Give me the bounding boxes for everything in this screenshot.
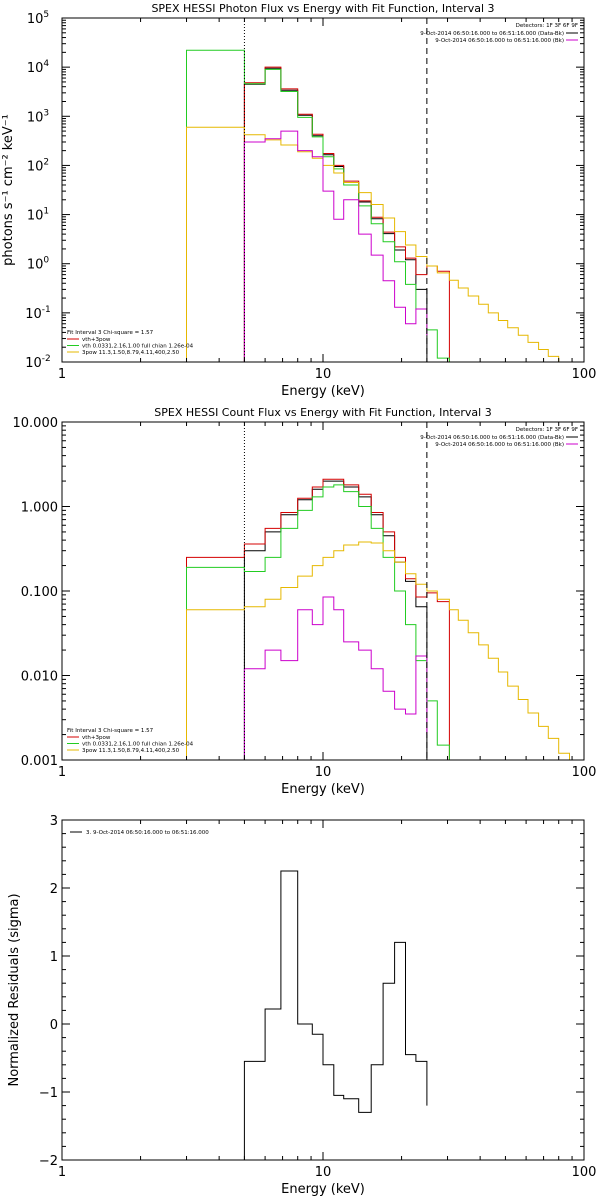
- detector-header: Detectors: 1F 3F 6F 9F: [516, 23, 578, 29]
- y-tick-exponent: 5: [43, 10, 49, 20]
- y-tick-label: 10-1: [25, 305, 51, 322]
- y-tick-label: 0: [50, 1018, 58, 1033]
- x-tick-label: 100: [572, 1165, 597, 1180]
- series-3-histogram: [186, 484, 450, 760]
- y-tick-label: 3: [50, 814, 58, 829]
- y-tick-base: 10: [27, 258, 44, 273]
- legend-label: vth 0.0331,2.16,1.00 full chian 1.26e-04: [82, 344, 194, 350]
- y-tick-exponent: 2: [43, 157, 49, 167]
- detector-info: Detectors: 1F 3F 6F 9F 9-Oct-2014 06:50:1…: [420, 427, 578, 448]
- y-tick-label: 0.010: [21, 670, 58, 685]
- x-tick-label: 10: [315, 367, 332, 382]
- time-interval-text: 9-Oct-2014 06:50:16.000 to 06:51:16.000 …: [435, 38, 564, 44]
- series-1-histogram: [243, 870, 428, 1160]
- y-tick-label: 100: [27, 256, 50, 273]
- y-tick-exponent: 3: [43, 108, 49, 118]
- y-tick-exponent: 4: [43, 59, 49, 69]
- series-4-histogram: [186, 541, 579, 760]
- chart-panel-2: 1 10 100 Energy (keV) 0.001 0.010 0.100 1.000 10…: [13, 406, 597, 797]
- x-tick-label: 10: [315, 1165, 332, 1180]
- fit-header: Fit Interval 3 Chi-square = 1.57: [67, 330, 154, 336]
- time-interval-text: 9-Oct-2014 06:50:16.000 to 06:51:16.000 …: [435, 442, 564, 448]
- legend-label: vth+3pow: [82, 337, 111, 343]
- y-tick-label: 0.001: [21, 754, 58, 769]
- x-tick-label: 1: [58, 367, 66, 382]
- y-axis: −2 −1 0 1 2 3 Normalized Residuals (sigma): [7, 814, 584, 1169]
- y-tick-label: 0.100: [21, 585, 58, 600]
- y-tick-base: 10: [27, 12, 44, 27]
- y-tick-exponent: -1: [42, 305, 51, 315]
- y-tick-exponent: 0: [43, 256, 49, 266]
- legend: 3. 9-Oct-2014 06:50:16.000 to 06:51:16.0…: [70, 830, 209, 836]
- series-4-histogram: [186, 126, 560, 362]
- y-tick-label: 104: [27, 59, 50, 76]
- x-axis: 1 10 100 Energy (keV): [58, 820, 597, 1197]
- plot-frame: [61, 421, 585, 761]
- x-tick-label: 10: [315, 765, 332, 780]
- y-tick-base: 10: [27, 61, 44, 76]
- y-tick-label: 105: [27, 10, 49, 27]
- y-tick-base: 10: [27, 209, 44, 224]
- fit-header: Fit Interval 3 Chi-square = 1.57: [67, 728, 154, 734]
- y-tick-label: 101: [27, 207, 49, 224]
- y-tick-base: 10: [27, 159, 44, 174]
- y-axis: 0.001 0.010 0.100 1.000 10.000: [13, 416, 584, 769]
- legend-label: vth+3pow: [82, 735, 111, 741]
- legend: Fit Interval 3 Chi-square = 1.57vth+3pow…: [67, 728, 194, 754]
- y-tick-base: 10: [25, 307, 42, 322]
- x-axis: 1 10 100 Energy (keV): [58, 18, 597, 399]
- y-tick-label: 2: [50, 882, 58, 897]
- y-tick-base: 10: [25, 356, 42, 371]
- y-tick-exponent: -2: [42, 354, 51, 364]
- series-1-histogram: [243, 67, 428, 362]
- legend-label: 3pow 11.3,1.50,8.79,4.11,400,2.50: [82, 748, 180, 754]
- x-tick-label: 100: [572, 765, 597, 780]
- series-3-histogram: [186, 49, 450, 362]
- series-2-histogram: [243, 66, 450, 362]
- series-group: [186, 49, 560, 362]
- legend-label: vth 0.0331,2.16,1.00 full chian 1.26e-04: [82, 742, 194, 748]
- x-axis: 1 10 100 Energy (keV): [58, 422, 597, 797]
- series-group: [243, 870, 428, 1160]
- legend-label: 3pow 11.3,1.50,8.79,4.11,400,2.50: [82, 350, 180, 356]
- y-tick-label: −2: [39, 1154, 58, 1169]
- x-axis-label: Energy (keV): [281, 782, 365, 797]
- y-tick-label: 102: [27, 157, 49, 174]
- legend-label: 3. 9-Oct-2014 06:50:16.000 to 06:51:16.0…: [86, 830, 209, 836]
- y-tick-label: 10-2: [25, 354, 51, 371]
- y-tick-label: 1.000: [21, 501, 58, 516]
- time-interval-text: 9-Oct-2014 06:50:16.000 to 06:51:16.000 …: [420, 435, 564, 441]
- legend: Fit Interval 3 Chi-square = 1.57vth+3pow…: [67, 330, 194, 356]
- x-tick-label: 100: [572, 367, 597, 382]
- x-axis-label: Energy (keV): [281, 1182, 365, 1197]
- detector-info: Detectors: 1F 3F 6F 9F 9-Oct-2014 06:50:1…: [420, 23, 578, 44]
- series-5-histogram: [243, 596, 428, 760]
- chart-panel-3: 1 10 100 Energy (keV) −2 −1 0 1 2 3 Normalized Res…: [7, 814, 596, 1197]
- series-5-histogram: [243, 130, 428, 362]
- y-tick-label: 103: [27, 108, 49, 125]
- y-tick-exponent: 1: [43, 207, 49, 217]
- chart-title: SPEX HESSI Photon Flux vs Energy with Fi…: [151, 2, 494, 15]
- y-tick-label: −1: [39, 1086, 58, 1101]
- x-axis-label: Energy (keV): [281, 384, 365, 399]
- chart-title: SPEX HESSI Count Flux vs Energy with Fit…: [154, 406, 491, 419]
- x-tick-label: 1: [58, 1165, 66, 1180]
- detector-header: Detectors: 1F 3F 6F 9F: [516, 427, 578, 433]
- y-axis-label: photons s⁻¹ cm⁻² keV⁻¹: [1, 114, 16, 266]
- series-1-histogram: [243, 480, 428, 760]
- time-interval-text: 9-Oct-2014 06:50:16.000 to 06:51:16.000 …: [420, 31, 564, 37]
- y-tick-label: 1: [50, 950, 58, 965]
- y-tick-base: 10: [27, 110, 44, 125]
- plot-frame: [61, 819, 585, 1161]
- x-tick-label: 1: [58, 765, 66, 780]
- y-axis-label: Normalized Residuals (sigma): [7, 893, 22, 1086]
- series-group: [186, 478, 579, 760]
- y-tick-label: 10.000: [13, 416, 59, 431]
- series-2-histogram: [186, 478, 450, 760]
